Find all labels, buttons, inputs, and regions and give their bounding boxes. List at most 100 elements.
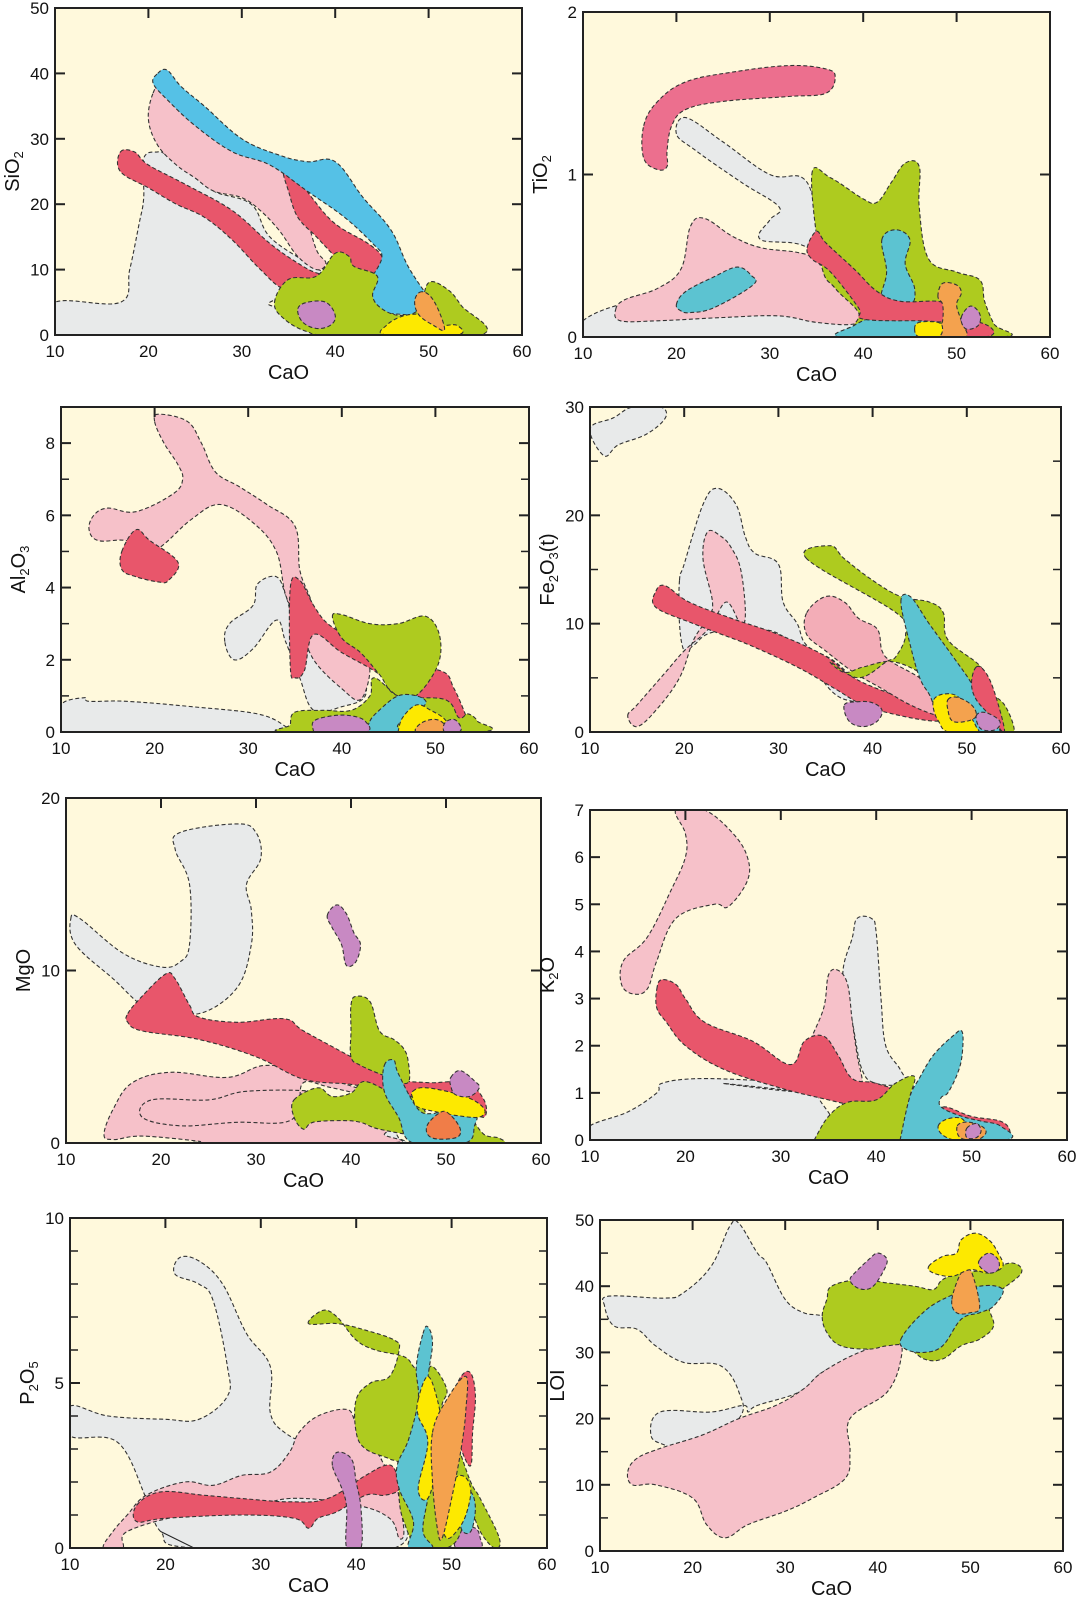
x-tick-label: 30 [239,739,258,758]
y-tick-label: 0 [575,1131,584,1150]
field-grey [675,117,855,306]
x-axis-title: CaO [805,759,846,781]
y-tick-label: 20 [565,506,584,525]
x-tick-label: 30 [771,1147,790,1166]
x-tick-label: 50 [957,739,976,758]
chart-svg: 10 20 30 40 50 60 0 5 10 CaO P2O5 [17,1209,557,1597]
field-violet [309,714,371,732]
chart-panel-tio2: 10 20 30 40 50 60 0 1 2 CaO TiO2 [523,0,1070,387]
x-tick-label: 40 [863,739,882,758]
x-tick-label: 60 [538,1555,557,1574]
field-violet [975,711,1001,732]
field-red [288,576,474,732]
y-tick-label: 6 [575,848,584,867]
x-tick-label: 50 [947,344,966,363]
y-tick-label: 20 [30,195,49,214]
plot-frame [589,809,1068,1141]
x-tick-label: 40 [332,739,351,758]
field-grey [678,487,883,707]
y-tick-label: 2 [575,1037,584,1056]
field-orange [946,696,977,723]
x-tick-label: 30 [776,1558,795,1577]
field-layer [602,1220,1023,1539]
x-tick-label: 30 [760,344,779,363]
y-axis-title: LOI [547,1369,569,1401]
field-grey [69,823,262,1015]
y-axis-title: K2O [537,957,561,993]
field-layer [590,810,1014,1140]
field-violet [442,718,462,732]
field-green [807,1075,916,1140]
y-tick-label: 30 [30,130,49,149]
x-tick-label: 10 [52,739,71,758]
chart-svg: 10 20 30 40 50 60 0 1 2 3 4 5 6 7 CaO K2O [537,801,1076,1189]
field-teal [880,229,916,307]
x-tick-label: 50 [426,739,445,758]
chart-panel-sio2: 10 20 30 40 50 60 0 10 20 30 40 50 CaO SiO2 [0,0,542,385]
field-pink [103,1064,403,1143]
field-red [806,230,951,323]
y-tick-label: 20 [41,789,60,808]
x-tick-label: 20 [675,739,694,758]
y-tick-label: 50 [30,0,49,18]
x-tick-label: 50 [442,1555,461,1574]
field-teal [893,1029,1014,1140]
x-tick-label: 60 [1041,344,1060,363]
x-axis-title: CaO [288,1575,329,1597]
field-grey [602,1220,870,1454]
field-red [119,528,180,584]
x-axis-title: CaO [811,1578,852,1600]
field-teal [366,693,427,732]
x-tick-label: 30 [769,739,788,758]
y-tick-label: 0 [585,1542,594,1561]
field-yellow [410,1087,486,1119]
y-tick-label: 40 [575,1277,594,1296]
x-tick-label: 60 [1052,739,1071,758]
y-tick-label: 0 [575,723,584,742]
y-tick-label: 5 [575,895,584,914]
y-tick-label: 20 [575,1410,594,1429]
y-tick-label: 30 [565,398,584,417]
y-tick-label: 3 [575,990,584,1009]
y-axis-title: TiO2 [530,155,554,194]
x-tick-label: 50 [962,1147,981,1166]
field-red [970,665,1006,732]
field-violet [449,1070,481,1098]
x-tick-label: 10 [61,1555,80,1574]
x-tick-label: 20 [145,739,164,758]
x-tick-label: 20 [667,344,686,363]
x-tick-label: 10 [581,739,600,758]
field-violet [960,305,982,330]
field-pink [627,529,746,728]
field-violet [326,904,362,968]
y-tick-label: 4 [575,942,584,961]
field-red [655,978,915,1127]
field-violet [297,300,336,330]
x-tick-label: 60 [532,1150,551,1169]
y-tick-label: 10 [575,1476,594,1495]
chart-panel-mgo: 10 20 30 40 50 60 0 10 20 CaO MgO [6,786,561,1193]
field-green [466,1116,506,1143]
y-tick-label: 8 [46,434,55,453]
chart-panel-k2o: 10 20 30 40 50 60 0 1 2 3 4 5 6 7 CaO K2O [530,798,1085,1190]
chart-panel-p2o5: 10 20 30 40 50 60 0 5 10 CaO P2O5 [10,1206,567,1598]
field-pink [619,810,751,995]
chart-panel-loi: 10 20 30 40 50 60 0 10 20 30 40 50 CaO LOI [540,1208,1083,1601]
x-axis-title: CaO [268,362,309,384]
field-violet [843,700,883,728]
field-green [274,612,494,732]
x-tick-label: 50 [437,1150,456,1169]
x-tick-label: 40 [867,1147,886,1166]
y-axis-title: Fe2O3(t) [537,533,561,605]
y-axis-title: Al2O3 [8,546,32,594]
y-tick-label: 1 [568,166,577,185]
field-layer [69,823,506,1143]
field-layer [70,1255,501,1548]
y-axis-title: SiO2 [2,151,26,192]
x-tick-label: 20 [139,342,158,361]
field-orange [414,718,448,732]
x-tick-label: 50 [961,1558,980,1577]
plot-frame [60,406,530,733]
y-tick-label: 0 [55,1539,64,1558]
